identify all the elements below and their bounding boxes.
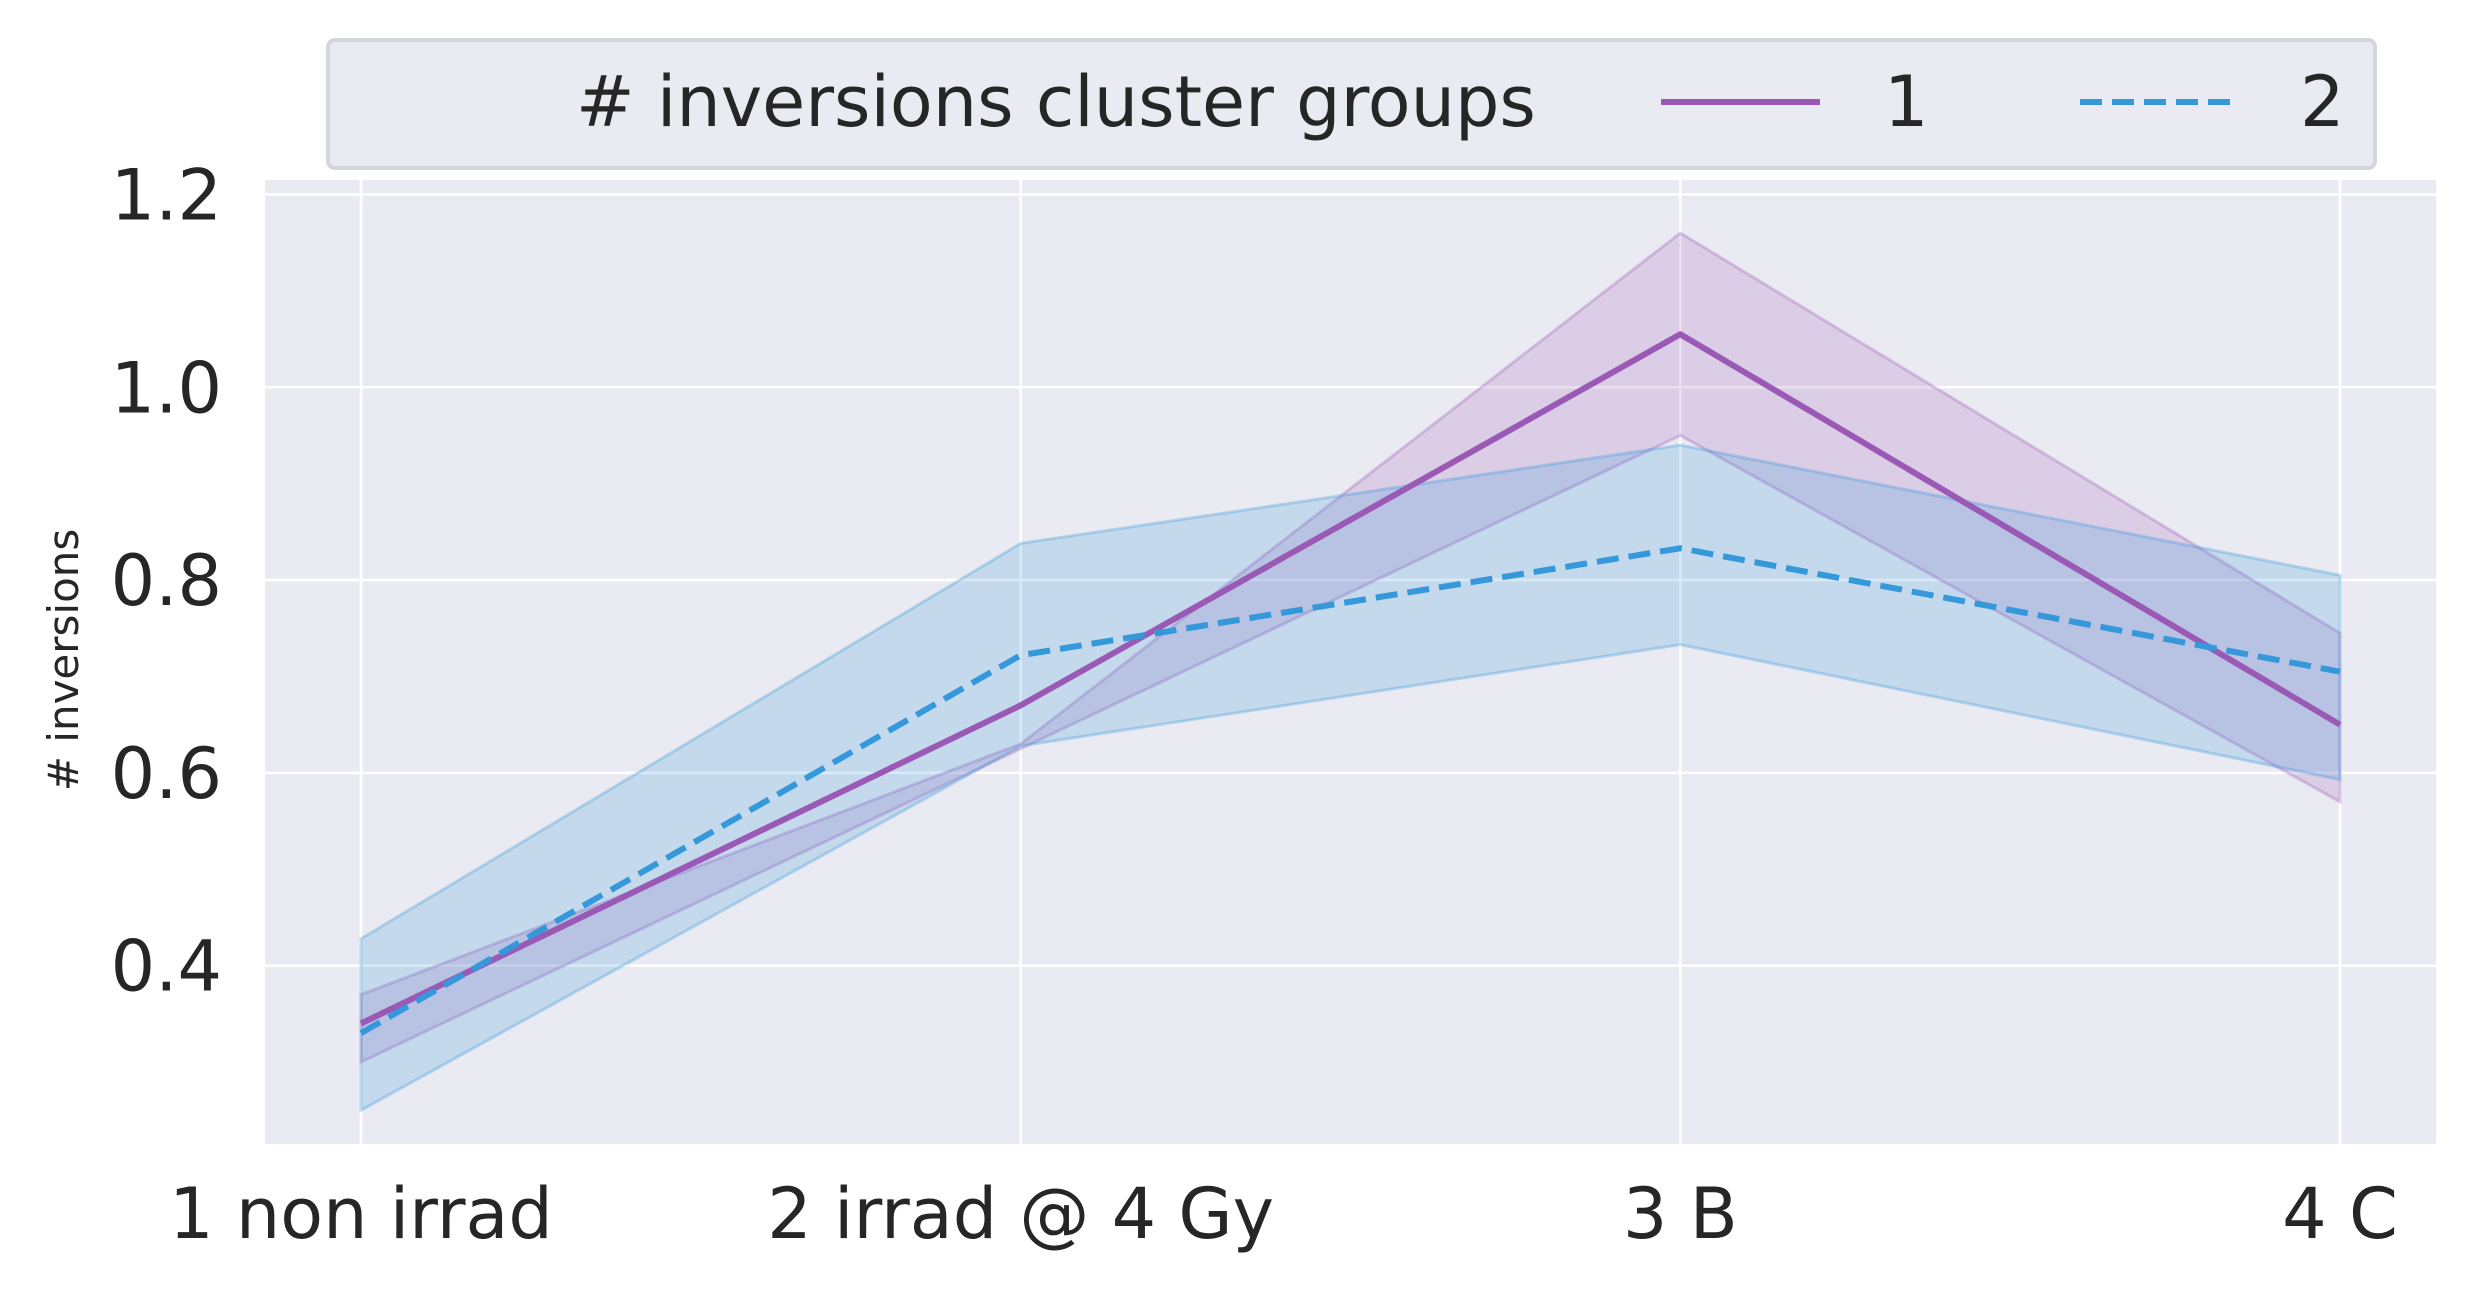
confidence-bands xyxy=(359,231,2342,1113)
y-axis-label: # inversions xyxy=(39,529,88,792)
y-tick-label-0: 0.4 xyxy=(111,926,222,1008)
x-tick-labels: 1 non irrad 2 irrad @ 4 Gy 3 B 4 C xyxy=(169,1173,2398,1255)
x-tick-label-3: 4 C xyxy=(2282,1173,2398,1255)
confidence-band-series-1 xyxy=(359,231,2342,1065)
y-tick-label-2: 0.8 xyxy=(111,540,222,622)
legend-label-series-2: 2 xyxy=(2300,61,2345,143)
x-tick-label-2: 3 B xyxy=(1623,1173,1738,1255)
y-tick-label-3: 1.0 xyxy=(111,347,222,429)
x-tick-label-0: 1 non irrad xyxy=(169,1173,553,1255)
y-tick-label-1: 0.6 xyxy=(111,733,222,815)
series-lines xyxy=(359,331,2342,1036)
legend: # inversions cluster groups 1 2 xyxy=(326,38,2377,170)
plot-background xyxy=(265,180,2436,1144)
grid-lines xyxy=(265,180,2436,1144)
y-tick-labels: 0.4 0.6 0.8 1.0 1.2 xyxy=(111,154,222,1007)
series-line-1 xyxy=(359,331,2342,1027)
legend-label-series-1: 1 xyxy=(1884,61,1929,143)
y-tick-label-4: 1.2 xyxy=(111,154,222,236)
confidence-band-series-2 xyxy=(359,443,2342,1113)
x-tick-label-1: 2 irrad @ 4 Gy xyxy=(767,1173,1274,1255)
legend-title: # inversions cluster groups xyxy=(576,61,1536,143)
legend-box xyxy=(326,38,2377,170)
series-line-2 xyxy=(359,545,2341,1036)
